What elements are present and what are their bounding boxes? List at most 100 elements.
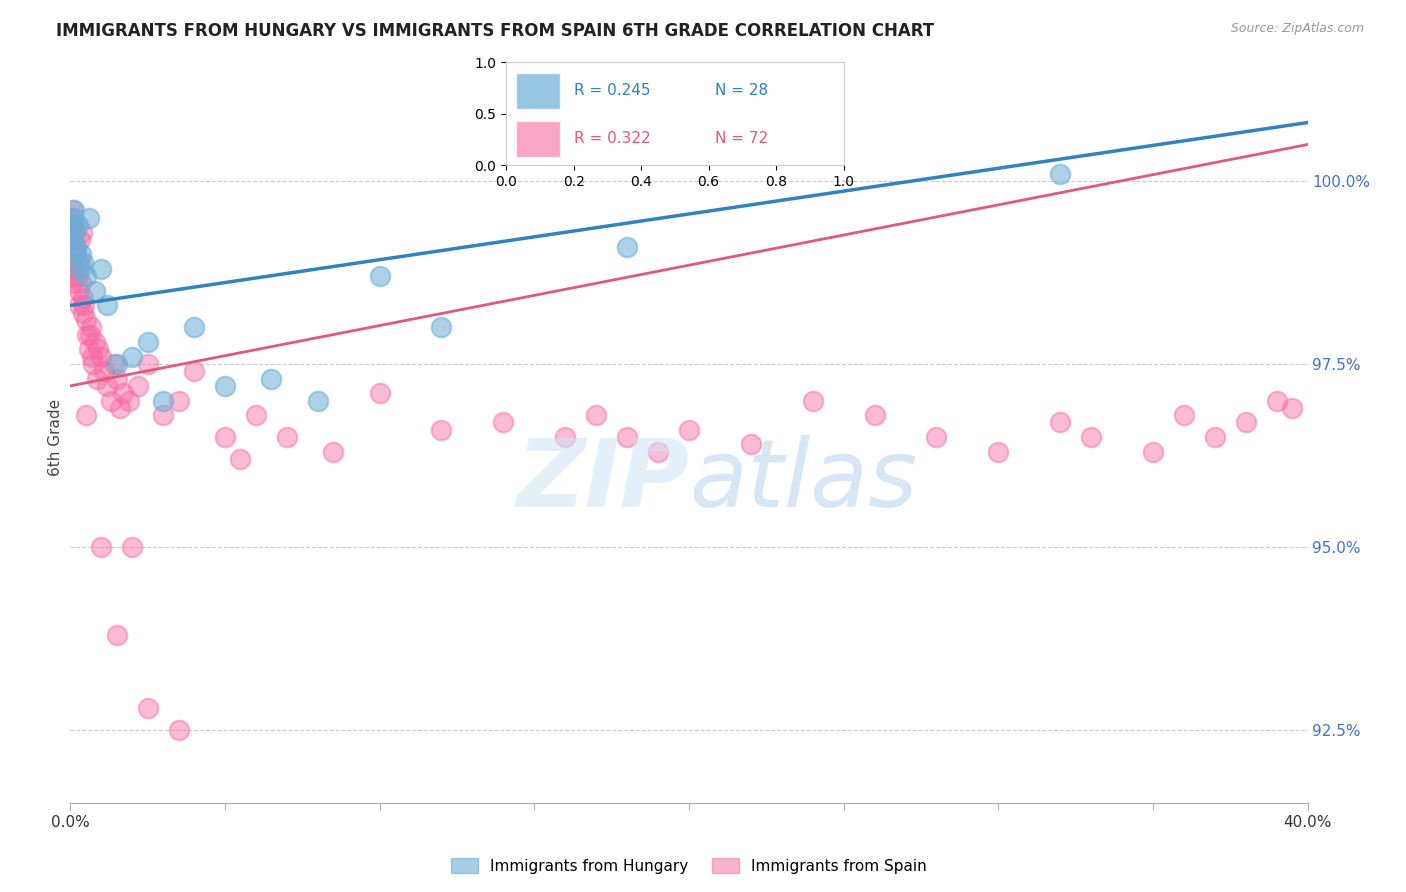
FancyBboxPatch shape	[516, 73, 560, 109]
Text: atlas: atlas	[689, 435, 917, 526]
Point	[121, 350, 143, 364]
Point	[863, 408, 886, 422]
Point	[678, 423, 700, 437]
Point	[75, 313, 97, 327]
Point	[67, 298, 90, 312]
Point	[63, 225, 86, 239]
Point	[62, 211, 84, 225]
FancyBboxPatch shape	[516, 121, 560, 157]
Point	[60, 233, 83, 247]
Point	[167, 723, 190, 737]
Point	[70, 277, 93, 291]
Point	[60, 233, 83, 247]
Point	[307, 393, 329, 408]
Point	[152, 408, 174, 422]
Point	[1142, 444, 1164, 458]
Point	[90, 540, 112, 554]
Point	[69, 233, 91, 247]
Point	[73, 298, 96, 312]
Point	[801, 393, 824, 408]
Point	[616, 430, 638, 444]
Point	[1080, 430, 1102, 444]
Text: ZIP: ZIP	[516, 435, 689, 527]
Point	[67, 218, 90, 232]
Point	[1049, 167, 1071, 181]
Point	[276, 430, 298, 444]
Point	[1173, 408, 1195, 422]
Point	[90, 261, 112, 276]
Point	[72, 306, 94, 320]
Point	[229, 452, 252, 467]
Point	[260, 371, 283, 385]
Point	[100, 393, 122, 408]
Point	[86, 371, 108, 385]
Point	[554, 430, 576, 444]
Point	[77, 343, 100, 357]
Point	[368, 386, 391, 401]
Point	[69, 254, 91, 268]
Point	[136, 700, 159, 714]
Point	[63, 247, 86, 261]
Point	[103, 357, 125, 371]
Point	[585, 408, 607, 422]
Point	[647, 444, 669, 458]
Point	[1049, 416, 1071, 430]
Point	[1204, 430, 1226, 444]
Legend: Immigrants from Hungary, Immigrants from Spain: Immigrants from Hungary, Immigrants from…	[444, 852, 934, 880]
Text: R = 0.245: R = 0.245	[574, 83, 650, 97]
Point	[322, 444, 344, 458]
Point	[127, 379, 149, 393]
Point	[136, 357, 159, 371]
Point	[111, 386, 134, 401]
Point	[214, 430, 236, 444]
Text: N = 72: N = 72	[716, 131, 769, 146]
Point	[90, 350, 112, 364]
Point	[69, 261, 91, 276]
Point	[80, 320, 103, 334]
Point	[67, 284, 90, 298]
Y-axis label: 6th Grade: 6th Grade	[48, 399, 63, 475]
Point	[87, 343, 110, 357]
Point	[84, 334, 107, 349]
Point	[77, 211, 100, 225]
Point	[183, 320, 205, 334]
Point	[60, 277, 83, 291]
Point	[96, 298, 118, 312]
Text: IMMIGRANTS FROM HUNGARY VS IMMIGRANTS FROM SPAIN 6TH GRADE CORRELATION CHART: IMMIGRANTS FROM HUNGARY VS IMMIGRANTS FR…	[56, 22, 935, 40]
Point	[121, 540, 143, 554]
Point	[105, 371, 128, 385]
Point	[430, 423, 453, 437]
Point	[214, 379, 236, 393]
Point	[740, 437, 762, 451]
Point	[65, 247, 87, 261]
Point	[62, 218, 84, 232]
Point	[70, 225, 93, 239]
Point	[987, 444, 1010, 458]
Point	[96, 379, 118, 393]
Point	[62, 203, 84, 218]
Point	[1265, 393, 1288, 408]
Point	[70, 247, 93, 261]
Point	[82, 357, 105, 371]
Point	[65, 240, 87, 254]
Text: Source: ZipAtlas.com: Source: ZipAtlas.com	[1230, 22, 1364, 36]
Point	[72, 254, 94, 268]
Text: R = 0.322: R = 0.322	[574, 131, 650, 146]
Point	[75, 269, 97, 284]
Point	[67, 269, 90, 284]
Point	[79, 327, 101, 342]
Point	[63, 203, 86, 218]
Point	[65, 240, 87, 254]
Point	[62, 211, 84, 225]
Text: N = 28: N = 28	[716, 83, 769, 97]
Point	[66, 254, 89, 268]
Point	[136, 334, 159, 349]
Point	[80, 350, 103, 364]
Point	[76, 327, 98, 342]
Point	[108, 401, 131, 415]
Point	[245, 408, 267, 422]
Point	[118, 393, 141, 408]
Point	[105, 357, 128, 371]
Point	[167, 393, 190, 408]
Point	[65, 261, 87, 276]
